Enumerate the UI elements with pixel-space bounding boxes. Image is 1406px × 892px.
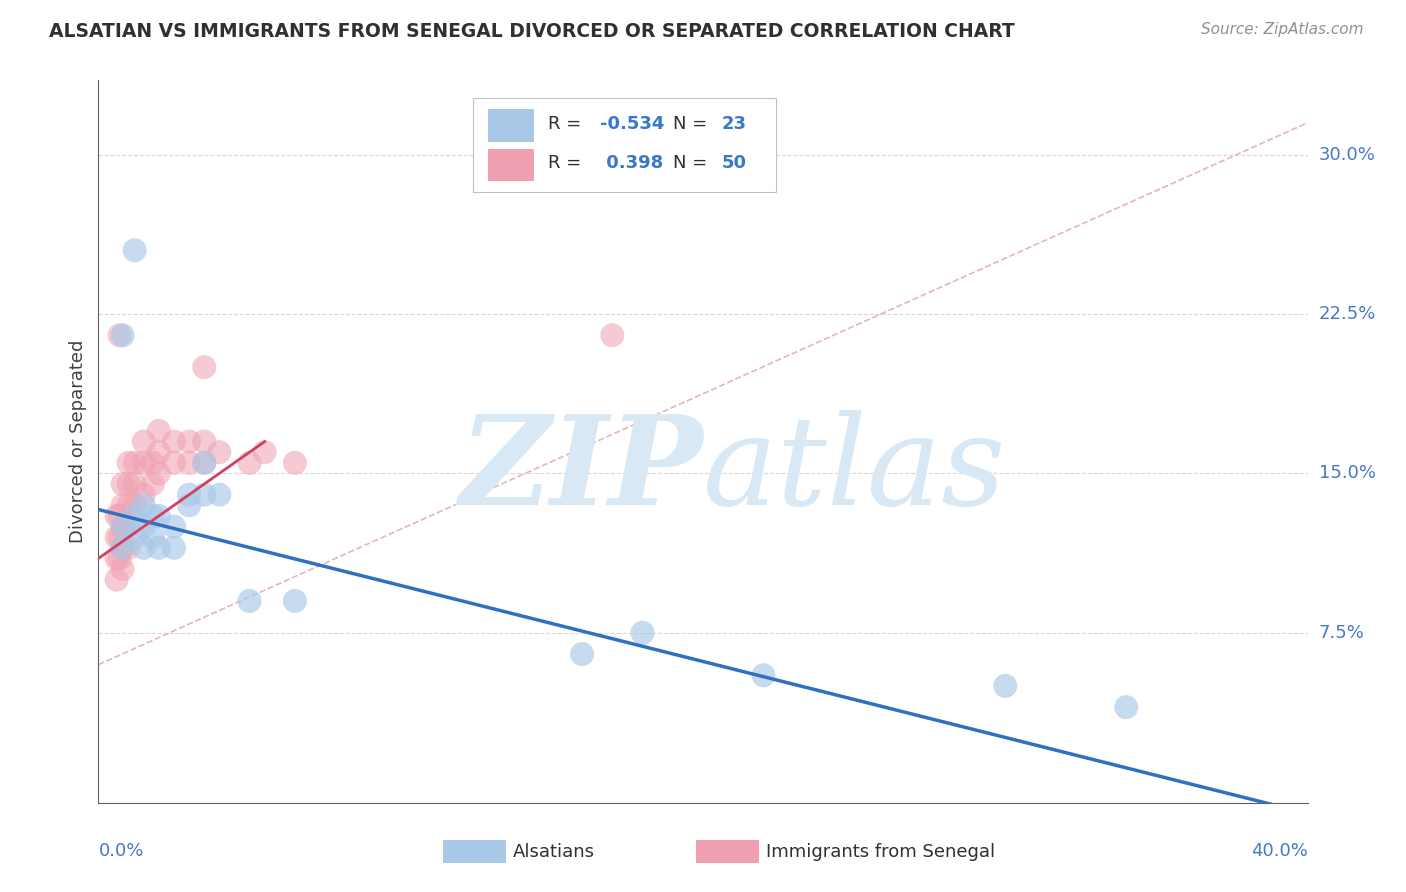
Point	[132, 519, 155, 533]
Point	[193, 488, 215, 502]
Text: atlas: atlas	[703, 409, 1007, 532]
Text: 22.5%: 22.5%	[1319, 305, 1376, 323]
Point	[193, 434, 215, 449]
Point	[163, 519, 186, 533]
Point	[118, 456, 141, 470]
Point	[193, 360, 215, 375]
Point	[124, 477, 146, 491]
Text: N =: N =	[672, 154, 713, 172]
Text: 30.0%: 30.0%	[1319, 145, 1375, 163]
Point	[142, 477, 165, 491]
Point	[148, 467, 170, 481]
Text: 0.0%: 0.0%	[98, 842, 143, 860]
Point	[132, 456, 155, 470]
Point	[124, 498, 146, 512]
Point	[179, 498, 201, 512]
Point	[602, 328, 624, 343]
Point	[142, 456, 165, 470]
Point	[148, 424, 170, 438]
Point	[111, 541, 134, 555]
FancyBboxPatch shape	[474, 98, 776, 193]
Point	[208, 488, 231, 502]
Text: N =: N =	[672, 115, 713, 133]
Point	[148, 508, 170, 523]
Point	[118, 541, 141, 555]
Text: Alsatians: Alsatians	[513, 843, 595, 861]
Point	[193, 456, 215, 470]
Point	[132, 541, 155, 555]
Point	[118, 477, 141, 491]
Text: R =: R =	[548, 115, 588, 133]
Point	[111, 477, 134, 491]
Point	[571, 647, 593, 661]
Point	[105, 508, 128, 523]
Point	[284, 456, 307, 470]
Point	[132, 434, 155, 449]
FancyBboxPatch shape	[488, 109, 534, 142]
Point	[163, 541, 186, 555]
Point	[1115, 700, 1137, 714]
Point	[142, 530, 165, 544]
Point	[179, 456, 201, 470]
Point	[105, 530, 128, 544]
Point	[179, 488, 201, 502]
Point	[163, 456, 186, 470]
Point	[142, 508, 165, 523]
Text: ZIP: ZIP	[460, 409, 703, 532]
Y-axis label: Divorced or Separated: Divorced or Separated	[69, 340, 87, 543]
FancyBboxPatch shape	[488, 149, 534, 181]
Point	[118, 519, 141, 533]
Point	[108, 551, 131, 566]
Point	[631, 625, 654, 640]
Text: 23: 23	[721, 115, 747, 133]
Point	[148, 541, 170, 555]
Point	[111, 519, 134, 533]
Point	[124, 508, 146, 523]
Point	[105, 573, 128, 587]
Point	[179, 434, 201, 449]
Point	[111, 562, 134, 576]
Point	[752, 668, 775, 682]
Text: Immigrants from Senegal: Immigrants from Senegal	[766, 843, 995, 861]
Point	[284, 594, 307, 608]
Text: -0.534: -0.534	[600, 115, 665, 133]
Point	[108, 530, 131, 544]
Point	[111, 498, 134, 512]
Text: 40.0%: 40.0%	[1251, 842, 1308, 860]
Point	[994, 679, 1017, 693]
Text: 50: 50	[721, 154, 747, 172]
Point	[118, 498, 141, 512]
Point	[108, 328, 131, 343]
Point	[111, 519, 134, 533]
Point	[124, 530, 146, 544]
Point	[124, 244, 146, 258]
Point	[132, 498, 155, 512]
Text: ALSATIAN VS IMMIGRANTS FROM SENEGAL DIVORCED OR SEPARATED CORRELATION CHART: ALSATIAN VS IMMIGRANTS FROM SENEGAL DIVO…	[49, 22, 1015, 41]
Point	[108, 508, 131, 523]
Point	[124, 456, 146, 470]
Point	[105, 551, 128, 566]
Point	[239, 456, 262, 470]
Point	[193, 456, 215, 470]
Point	[111, 328, 134, 343]
Text: 15.0%: 15.0%	[1319, 465, 1375, 483]
Point	[163, 434, 186, 449]
Text: 0.398: 0.398	[600, 154, 664, 172]
Text: Source: ZipAtlas.com: Source: ZipAtlas.com	[1201, 22, 1364, 37]
Text: 7.5%: 7.5%	[1319, 624, 1365, 642]
Point	[208, 445, 231, 459]
Point	[111, 541, 134, 555]
Point	[132, 488, 155, 502]
Text: R =: R =	[548, 154, 588, 172]
Point	[148, 445, 170, 459]
Point	[253, 445, 276, 459]
Point	[239, 594, 262, 608]
